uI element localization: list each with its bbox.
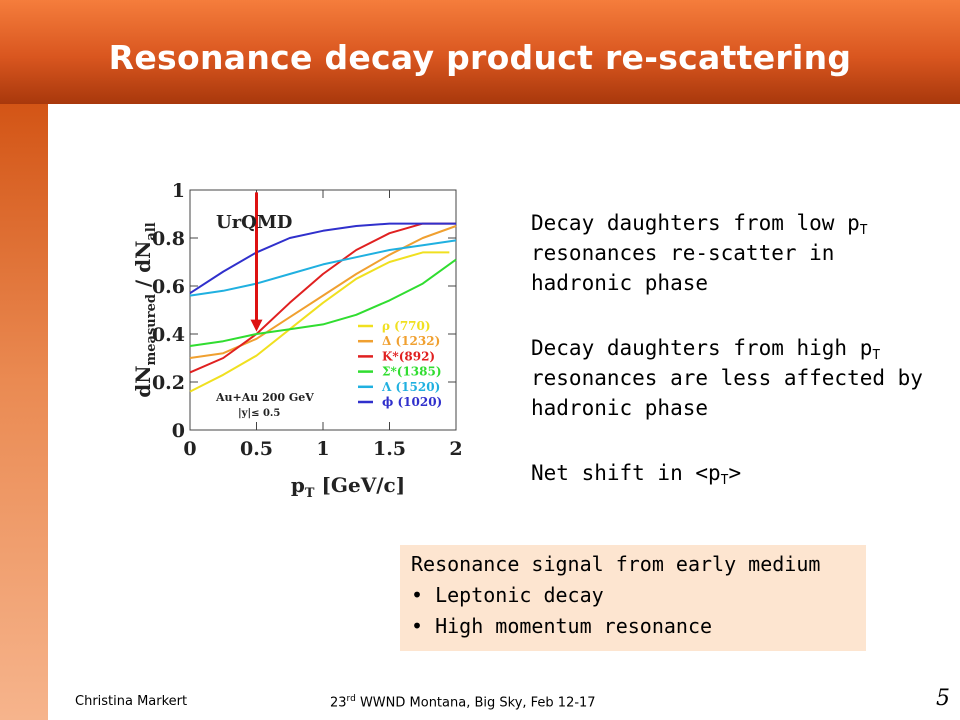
slide-title: Resonance decay product re-scattering <box>108 38 852 77</box>
legend-label-3: Σ*(1385) <box>382 365 442 379</box>
summary-bullet-leptonic: • Leptonic decay <box>411 583 604 607</box>
series-line-4 <box>189 239 457 297</box>
y-tick-label: 0.6 <box>152 276 185 298</box>
high-pt-paragraph: Decay daughters from high pT resonances … <box>531 336 923 420</box>
y-tick-label: 0.4 <box>152 324 185 346</box>
title-bar: Resonance decay product re-scattering <box>0 0 960 104</box>
legend-label-5: ϕ (1020) <box>382 395 442 409</box>
annotation-cut: |y|≤ 0.5 <box>238 408 280 419</box>
series-lines <box>189 222 457 393</box>
annotation-system: Au+Au 200 GeV <box>215 391 314 404</box>
axis-ticks: 0 0.5 1 1.5 2 0 0.2 0.4 0.6 0.8 1 <box>152 180 463 460</box>
series-line-3 <box>189 258 457 347</box>
series-line-1 <box>189 225 457 359</box>
y-tick-label: 0 <box>172 420 185 442</box>
footer-author: Christina Markert <box>75 694 188 709</box>
low-pt-paragraph: Decay daughters from low pT resonances r… <box>531 211 868 295</box>
y-tick-label: 0.8 <box>152 228 185 250</box>
page-number: 5 <box>936 686 950 711</box>
left-accent-bar <box>0 104 48 720</box>
explanation-text: Decay daughters from low pT resonances r… <box>531 208 931 523</box>
series-line-5 <box>189 222 456 295</box>
legend-label-0: ρ (770) <box>382 319 431 333</box>
y-tick-label: 1 <box>172 180 185 202</box>
summary-line: Resonance signal from early medium <box>411 552 821 576</box>
x-tick-label: 1.5 <box>373 438 406 460</box>
urqmd-arrow <box>250 192 263 332</box>
series-line-0 <box>189 251 450 393</box>
y-tick-label: 0.2 <box>152 372 185 394</box>
resonance-ratio-chart: 0 0.5 1 1.5 2 0 0.2 0.4 0.6 0.8 1 ρ (770)Δ (1232)K… <box>131 180 463 501</box>
series-line-2 <box>189 222 456 374</box>
x-axis-label: pT [GeV/c] <box>291 473 405 501</box>
net-shift-paragraph: Net shift in <pT> <box>531 461 742 488</box>
x-tick-label: 0.5 <box>240 438 273 460</box>
footer-conference: 23rd WWND Montana, Big Sky, Feb 12-17 <box>330 694 596 711</box>
arrow-head <box>250 319 263 332</box>
x-tick-label: 2 <box>449 438 462 460</box>
y-axis-label: dNmeasured / dNall <box>131 222 159 398</box>
chart-legend: ρ (770)Δ (1232)K*(892) Σ*(1385)Λ (1520)ϕ … <box>358 319 442 409</box>
summary-bullet-momentum: • High momentum resonance <box>411 614 713 638</box>
x-tick-label: 0 <box>183 438 196 460</box>
legend-label-1: Δ (1232) <box>382 334 440 348</box>
x-tick-label: 1 <box>316 438 329 460</box>
summary-box: Resonance signal from early medium • Lep… <box>400 545 866 651</box>
legend-label-4: Λ (1520) <box>381 380 440 394</box>
chart-title: UrQMD <box>216 212 292 233</box>
legend-label-2: K*(892) <box>382 349 435 363</box>
